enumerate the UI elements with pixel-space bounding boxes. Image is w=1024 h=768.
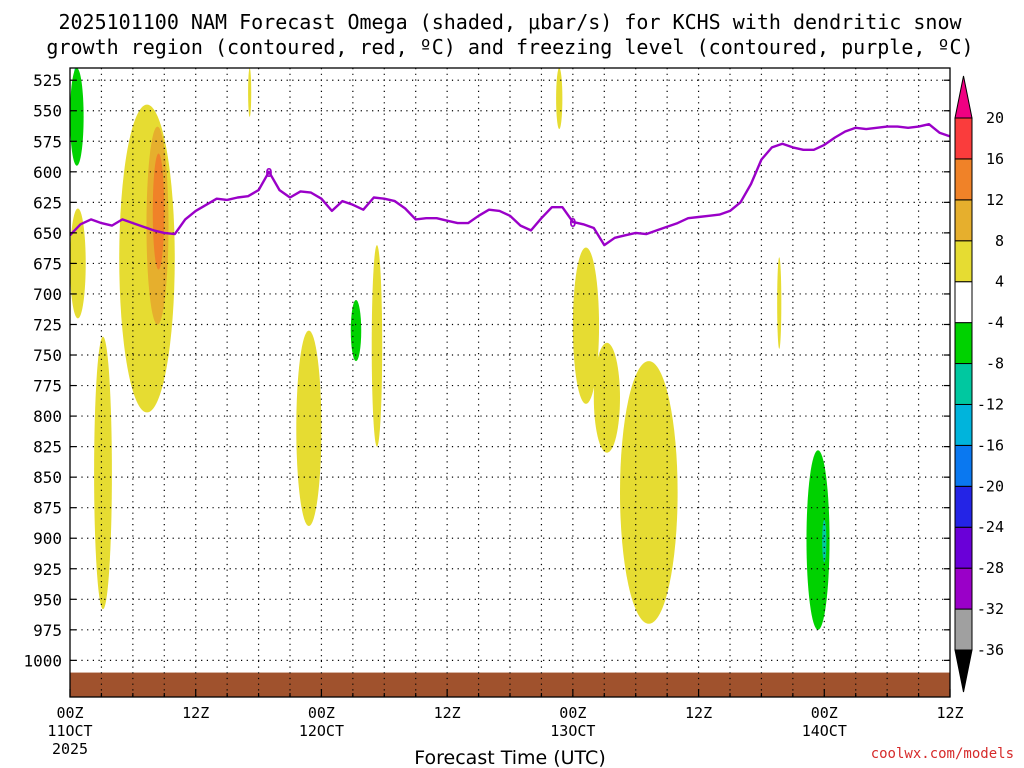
y-tick-label-550: 550: [33, 102, 62, 121]
colorbar: -36 -32 -28 -24 -20 -16 -12 -8 -4 4 8 12 16 20: [954, 75, 1004, 693]
colorbar-segment-11: [954, 158, 973, 201]
x-tick-label-48: 00Z: [559, 704, 586, 722]
x-tick-label-36: 12Z: [434, 704, 461, 722]
omega-region-3: [806, 450, 830, 630]
y-tick-label-950: 950: [33, 590, 62, 609]
omega-region-9: [94, 336, 112, 610]
colorbar-label-10: 8: [995, 232, 1004, 250]
colorbar-segment-4: [954, 444, 973, 487]
x-tick-date-72: 14OCT: [802, 722, 847, 740]
colorbar-label-6: -12: [977, 395, 1004, 413]
colorbar-segment-6: [954, 363, 973, 405]
y-axis: 525 550 575 600 625 650 675 700 725 750 775 800 825 8…: [23, 71, 950, 670]
freezing-level-contour-label-0: 0: [265, 166, 272, 180]
y-tick-label-650: 650: [33, 224, 62, 243]
omega-region-2: [350, 300, 362, 362]
colorbar-segment-7: [954, 322, 973, 365]
colorbar-segment-3: [954, 485, 973, 528]
chart-title-line-1: 2025101100 NAM Forecast Omega (shaded, μ…: [58, 10, 962, 34]
freezing-level-contour-label-1: 0: [569, 216, 576, 230]
colorbar-under-triangle: [954, 649, 973, 693]
y-tick-label-850: 850: [33, 468, 62, 487]
colorbar-segment-2: [954, 526, 973, 569]
colorbar-segment-9: [954, 240, 973, 283]
omega-region-12: [371, 245, 383, 447]
plot-contents: 00: [70, 68, 950, 697]
x-tick-label-12: 12Z: [182, 704, 209, 722]
y-tick-label-900: 900: [33, 529, 62, 548]
omega-region-1: [70, 68, 84, 166]
colorbar-label-8: -4: [986, 314, 1004, 332]
colorbar-label-3: -24: [977, 518, 1004, 536]
colorbar-label-5: -16: [977, 436, 1004, 454]
colorbar-label-2: -28: [977, 559, 1004, 577]
colorbar-label-11: 12: [986, 191, 1004, 209]
omega-region-14: [572, 247, 600, 404]
omega-region-13: [556, 68, 563, 130]
colorbar-segment-8: [954, 281, 973, 324]
colorbar-segment-10: [954, 199, 973, 242]
x-tick-date-0: 11OCT: [47, 722, 92, 740]
colorbar-label-1: -32: [977, 600, 1004, 618]
x-tick-label-84: 12Z: [936, 704, 963, 722]
colorbar-label-13: 20: [986, 109, 1004, 127]
colorbar-label-4: -20: [977, 477, 1004, 495]
chart-title-line-2: growth region (contoured, red, ºC) and f…: [46, 35, 973, 59]
y-tick-label-750: 750: [33, 346, 62, 365]
colorbar-label-0: -36: [977, 641, 1004, 659]
x-tick-label-72: 00Z: [811, 704, 838, 722]
omega-region-7: [152, 153, 165, 270]
y-tick-label-975: 975: [33, 621, 62, 640]
omega-region-15: [593, 342, 621, 453]
colorbar-label-9: 4: [995, 273, 1004, 291]
y-tick-label-925: 925: [33, 560, 62, 579]
omega-region-8: [70, 208, 86, 319]
x-tick-label-24: 00Z: [308, 704, 335, 722]
y-tick-label-575: 575: [33, 132, 62, 151]
plot-area: 00: [69, 67, 951, 698]
colorbar-label-12: 16: [986, 150, 1004, 168]
colorbar-label-7: -8: [986, 355, 1004, 373]
omega-region-10: [248, 68, 252, 117]
x-tick-label-60: 12Z: [685, 704, 712, 722]
colorbar-segment-0: [954, 608, 973, 651]
colorbar-segment-1: [954, 567, 973, 610]
x-tick-year-0: 2025: [52, 740, 88, 758]
y-tick-label-625: 625: [33, 193, 62, 212]
y-tick-label-525: 525: [33, 71, 62, 90]
y-tick-label-800: 800: [33, 407, 62, 426]
y-tick-label-1000: 1000: [23, 651, 62, 670]
freezing-level-line: [70, 122, 950, 247]
y-tick-label-600: 600: [33, 163, 62, 182]
y-tick-label-875: 875: [33, 499, 62, 518]
y-tick-label-700: 700: [33, 285, 62, 304]
x-tick-date-24: 12OCT: [299, 722, 344, 740]
colorbar-over-triangle: [954, 75, 973, 119]
omega-region-16: [620, 361, 678, 624]
omega-region-11: [296, 330, 322, 527]
y-tick-label-825: 825: [33, 438, 62, 457]
y-tick-label-725: 725: [33, 315, 62, 334]
x-axis-label: Forecast Time (UTC): [414, 747, 605, 768]
y-tick-label-775: 775: [33, 377, 62, 396]
colorbar-segment-12: [954, 117, 973, 160]
x-tick-label-0: 00Z: [56, 704, 83, 722]
credit-text[interactable]: coolwx.com/models: [871, 746, 1014, 762]
omega-region-17: [777, 257, 782, 349]
colorbar-segment-5: [954, 403, 973, 446]
y-tick-label-675: 675: [33, 254, 62, 273]
x-tick-date-48: 13OCT: [550, 722, 595, 740]
